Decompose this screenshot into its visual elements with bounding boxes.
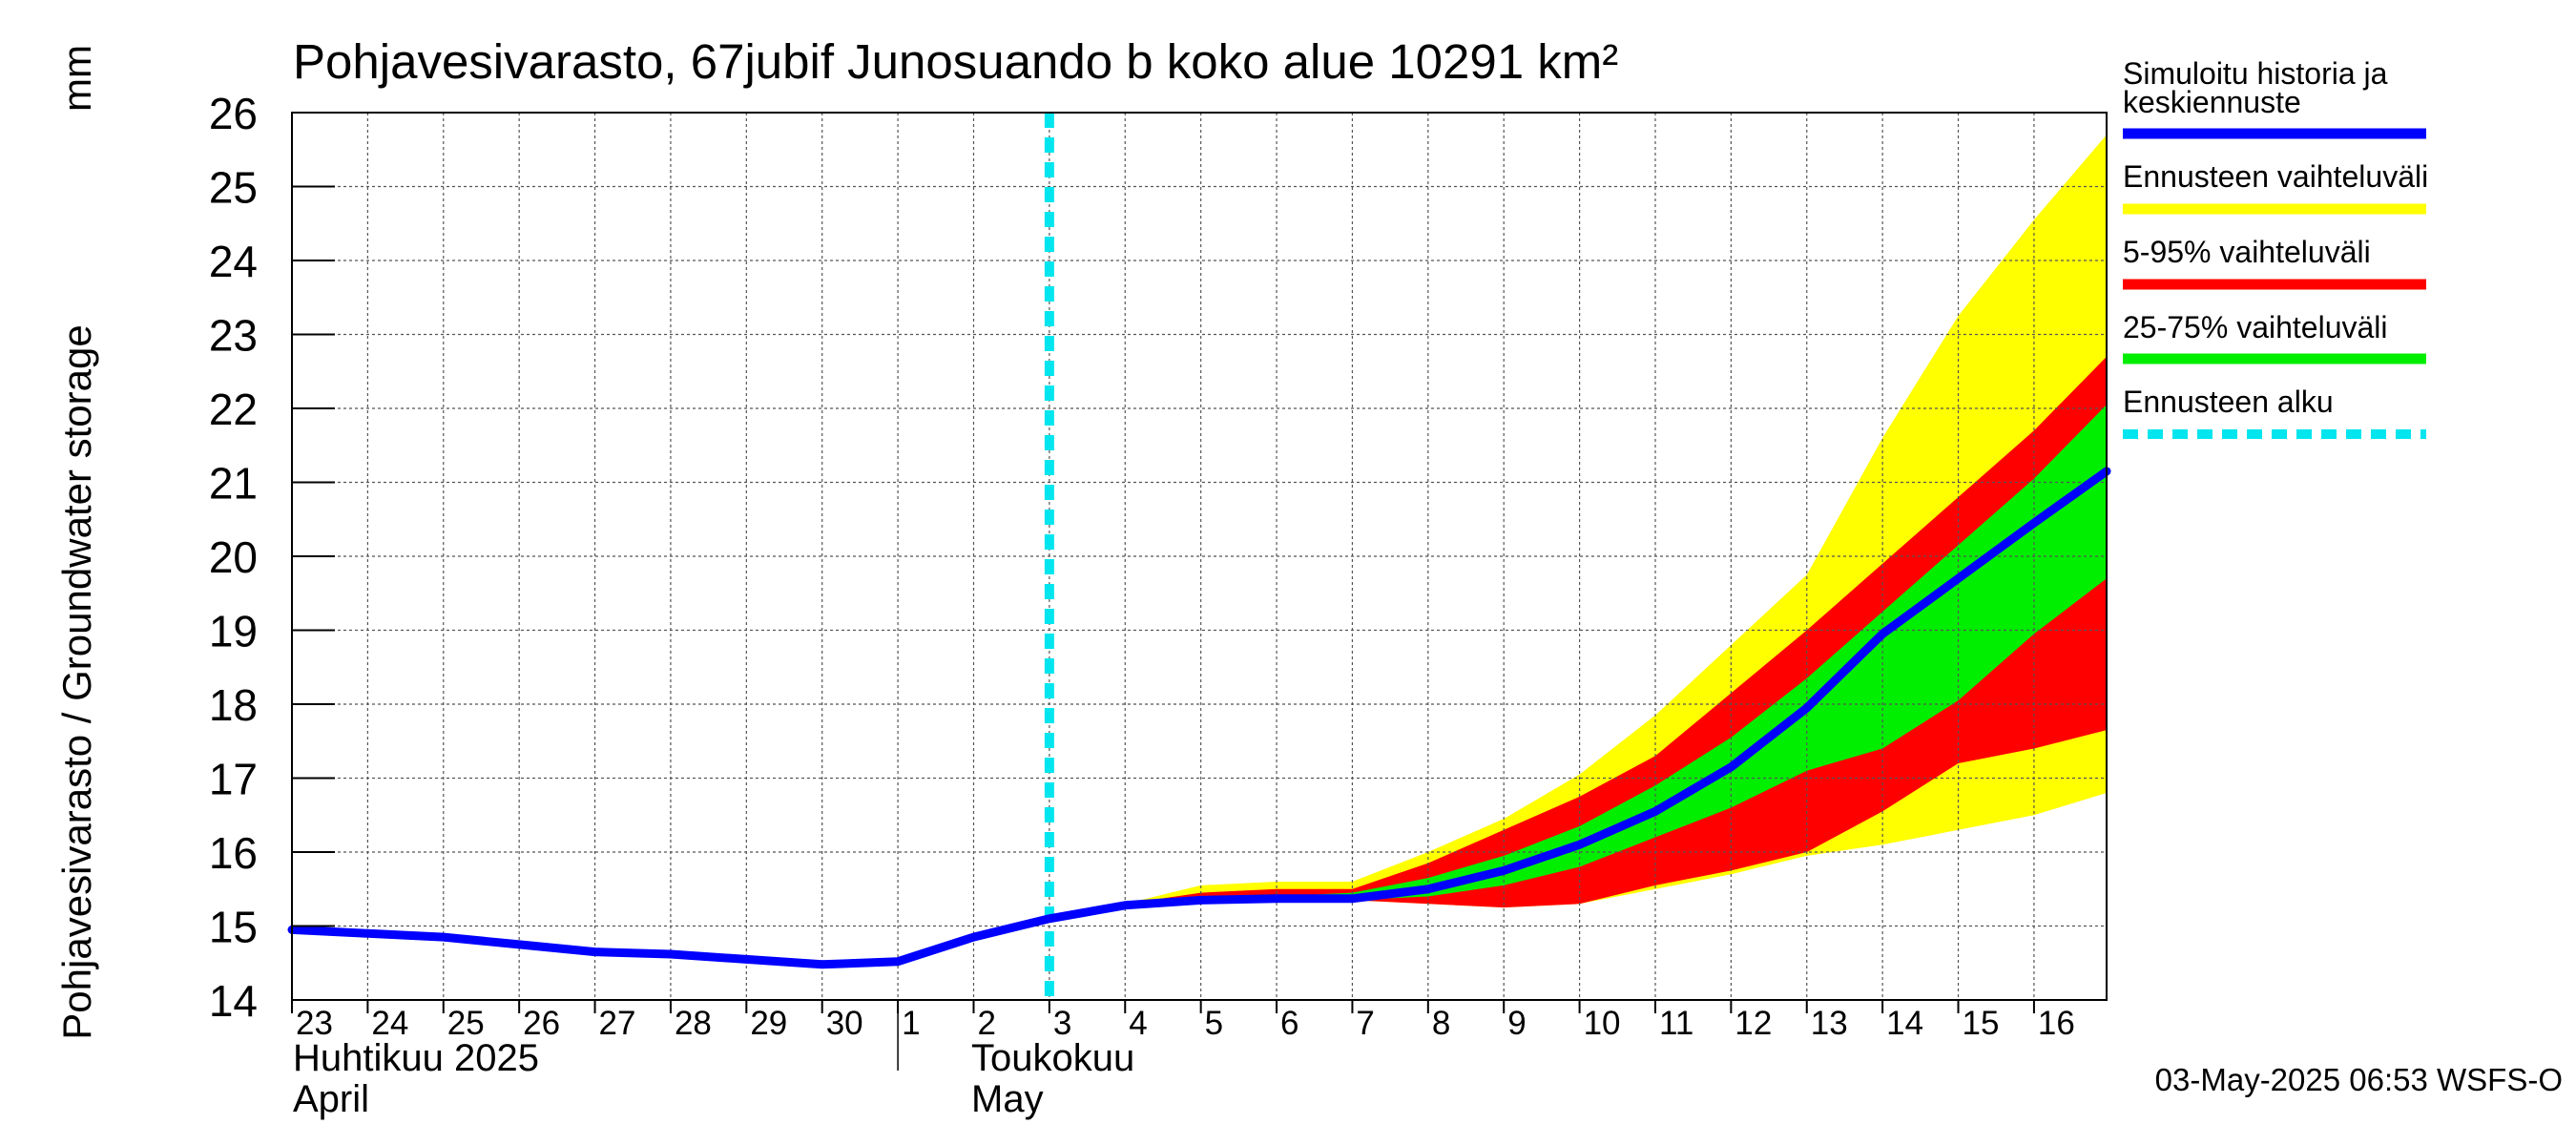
mean-forecast-line — [287, 467, 2111, 969]
y-tick-label-12: 26 — [209, 89, 258, 138]
legend-label-2: 5-95% vaihteluväli — [2123, 235, 2371, 269]
grid — [292, 113, 2107, 1000]
y-tick-label-0: 14 — [209, 976, 258, 1026]
x-tick-label-20: 13 — [1811, 1005, 1848, 1042]
x-tick-label-10: 3 — [1053, 1005, 1071, 1042]
footer-timestamp: 03-May-2025 06:53 WSFS-O — [2155, 1062, 2563, 1097]
month-label-fi-1: Toukokuu — [971, 1037, 1134, 1079]
band-1 — [1125, 356, 2107, 908]
legend-label-1: Ennusteen vaihteluväli — [2123, 159, 2428, 194]
legend-label-4: Ennusteen alku — [2123, 385, 2334, 419]
y-tick-label-3: 17 — [209, 755, 258, 804]
x-tick-label-23: 16 — [2038, 1005, 2075, 1042]
x-tick-label-3: 26 — [523, 1005, 560, 1042]
x-tick-label-4: 27 — [599, 1005, 636, 1042]
y-tick-label-1: 15 — [209, 903, 258, 952]
x-tick-label-21: 14 — [1886, 1005, 1923, 1042]
legend-label-0b: keskiennuste — [2123, 85, 2301, 119]
y-tick-label-10: 24 — [209, 237, 258, 286]
x-tick-label-18: 11 — [1659, 1005, 1693, 1042]
x-tick-label-0: 23 — [296, 1005, 333, 1042]
x-tick-label-2: 25 — [447, 1005, 485, 1042]
forecast-bands — [1125, 135, 2107, 908]
y-tick-label-9: 23 — [209, 311, 258, 361]
x-tick-label-11: 4 — [1129, 1005, 1147, 1042]
chart-title: Pohjavesivarasto, 67jubif Junosuando b k… — [293, 34, 1618, 89]
y-tick-label-5: 19 — [209, 607, 258, 656]
x-tick-label-13: 6 — [1280, 1005, 1298, 1042]
legend-label-0a: Simuloitu historia ja — [2123, 56, 2388, 91]
y-tick-label-11: 25 — [209, 163, 258, 213]
month-label-en-1: May — [971, 1078, 1044, 1120]
x-tick-label-19: 12 — [1735, 1005, 1772, 1042]
axes — [291, 112, 2108, 1071]
x-tick-label-6: 29 — [750, 1005, 787, 1042]
y-tick-label-6: 20 — [209, 532, 258, 582]
legend: Simuloitu historia ja keskiennuste Ennus… — [2123, 56, 2428, 439]
x-tick-label-14: 7 — [1356, 1005, 1374, 1042]
series-lines — [287, 113, 2111, 1000]
x-tick-label-22: 15 — [1963, 1005, 2000, 1042]
x-tick-label-8: 1 — [902, 1005, 920, 1042]
x-tick-label-7: 30 — [826, 1005, 863, 1042]
x-tick-label-9: 2 — [977, 1005, 995, 1042]
legend-label-3: 25-75% vaihteluväli — [2123, 310, 2388, 344]
x-tick-label-5: 28 — [675, 1005, 712, 1042]
month-label-fi-0: Huhtikuu 2025 — [293, 1037, 539, 1079]
band-2 — [1125, 405, 2107, 905]
x-tick-label-17: 10 — [1584, 1005, 1621, 1042]
month-label-en-0: April — [293, 1078, 369, 1120]
y-tick-label-2: 16 — [209, 828, 258, 878]
x-tick-label-15: 8 — [1432, 1005, 1450, 1042]
y-tick-label-4: 18 — [209, 680, 258, 730]
y-axis-label: Pohjavesivarasto / Groundwater storage — [54, 324, 99, 1039]
x-tick-label-16: 9 — [1507, 1005, 1526, 1042]
y-tick-label-7: 21 — [209, 459, 258, 509]
x-tick-label-12: 5 — [1205, 1005, 1223, 1042]
y-tick-label-8: 22 — [209, 385, 258, 434]
x-tick-label-1: 24 — [371, 1005, 408, 1042]
y-axis-unit: mm — [54, 45, 99, 112]
